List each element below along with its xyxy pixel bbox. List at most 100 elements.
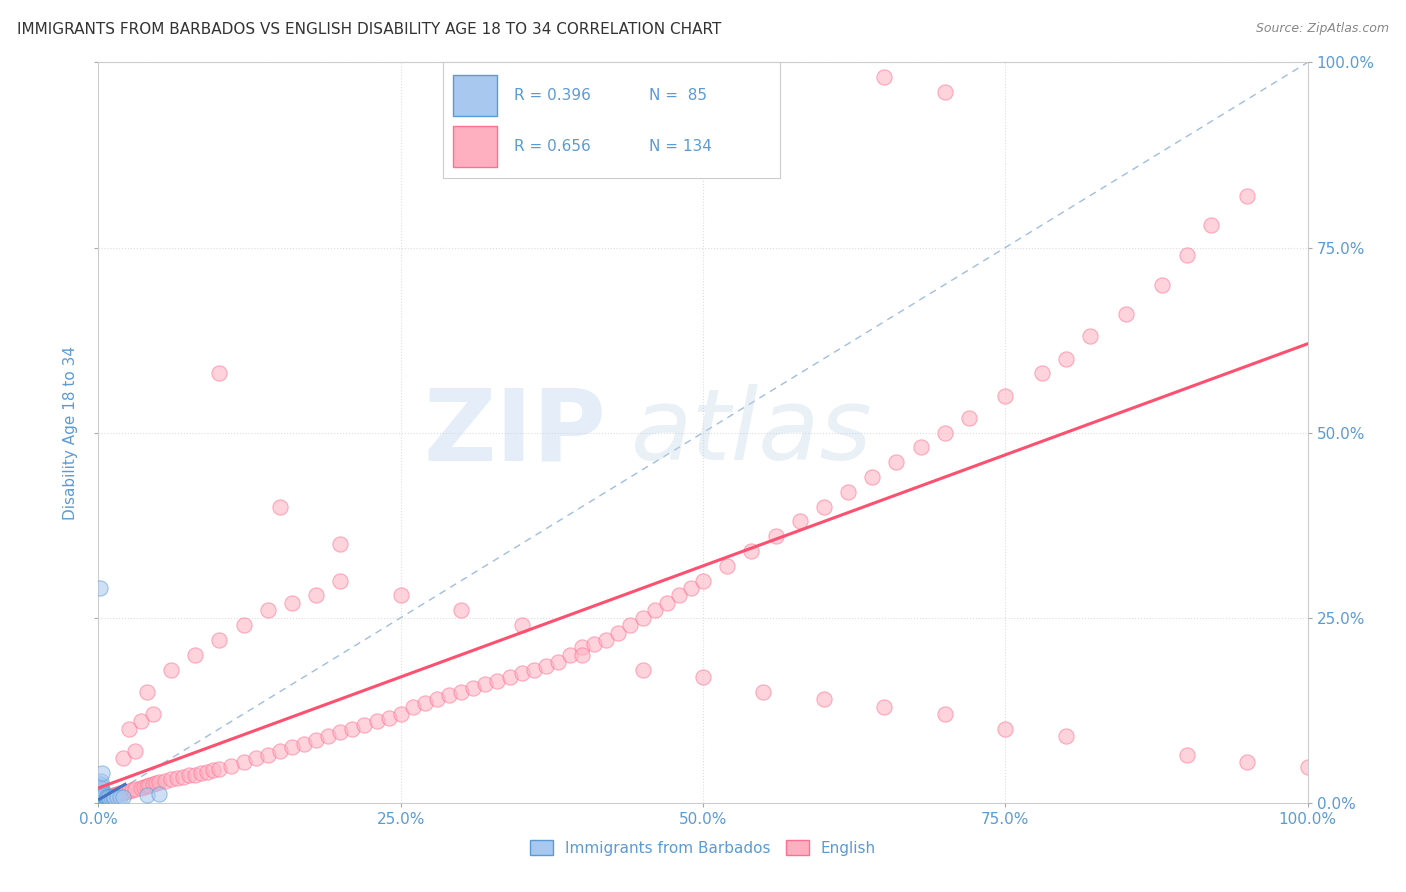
Point: [389, 589, 412, 603]
Point: [281, 596, 304, 610]
Point: [90, 778, 112, 792]
Point: [256, 603, 278, 617]
Point: [377, 711, 399, 725]
Y-axis label: Disability Age 18 to 34: Disability Age 18 to 34: [63, 345, 79, 520]
Point: [166, 771, 188, 785]
Point: [692, 574, 714, 588]
Legend: Immigrants from Barbados, English: Immigrants from Barbados, English: [524, 834, 882, 862]
Text: N = 134: N = 134: [648, 139, 711, 154]
Point: [107, 787, 129, 801]
Point: [124, 744, 146, 758]
Point: [256, 747, 278, 762]
Point: [91, 766, 114, 780]
Point: [135, 685, 157, 699]
Point: [450, 603, 472, 617]
Point: [571, 648, 593, 662]
Point: [142, 706, 165, 721]
Point: [148, 775, 170, 789]
Point: [91, 789, 114, 803]
Point: [316, 729, 339, 743]
Point: [329, 536, 352, 550]
Point: [873, 699, 896, 714]
Point: [413, 696, 436, 710]
Point: [789, 515, 811, 529]
Point: [172, 770, 194, 784]
Point: [934, 425, 956, 440]
Point: [91, 782, 114, 797]
Point: [631, 663, 654, 677]
Point: [873, 70, 896, 85]
Point: [353, 718, 375, 732]
Point: [91, 789, 114, 803]
Point: [179, 768, 201, 782]
Point: [813, 500, 835, 514]
Text: ZIP: ZIP: [423, 384, 606, 481]
Point: [89, 777, 111, 791]
Text: N =  85: N = 85: [648, 88, 707, 103]
Point: [668, 589, 690, 603]
Point: [486, 673, 509, 688]
Point: [221, 758, 243, 772]
Point: [89, 784, 111, 798]
Point: [957, 410, 980, 425]
Point: [90, 789, 112, 804]
Point: [90, 773, 112, 788]
Point: [269, 500, 291, 514]
Point: [305, 732, 328, 747]
Point: [329, 725, 352, 739]
Point: [135, 779, 157, 793]
Point: [752, 685, 775, 699]
Point: [1031, 367, 1053, 381]
Point: [463, 681, 485, 695]
Point: [160, 663, 183, 677]
Point: [96, 789, 118, 804]
Point: [655, 596, 678, 610]
Point: [523, 663, 546, 677]
Point: [571, 640, 593, 655]
Point: [111, 785, 134, 799]
Point: [184, 648, 207, 662]
Point: [679, 581, 702, 595]
Point: [101, 789, 124, 803]
Point: [90, 792, 112, 806]
Point: [121, 783, 143, 797]
Point: [138, 778, 160, 792]
Point: [105, 789, 128, 804]
Point: [89, 780, 111, 794]
Point: [607, 625, 630, 640]
Point: [208, 367, 231, 381]
Point: [89, 780, 111, 795]
Point: [118, 784, 141, 798]
Point: [93, 789, 115, 803]
Point: [97, 789, 120, 804]
Point: [93, 789, 115, 804]
Point: [202, 763, 225, 777]
Point: [94, 790, 117, 805]
Point: [450, 685, 472, 699]
Point: [631, 610, 654, 624]
Point: [93, 790, 115, 805]
Point: [305, 589, 328, 603]
Point: [1175, 248, 1198, 262]
Point: [269, 744, 291, 758]
Point: [1199, 219, 1222, 233]
Point: [91, 791, 114, 805]
Point: [89, 581, 111, 595]
Point: [1054, 729, 1077, 743]
Point: [510, 666, 533, 681]
Point: [101, 789, 124, 804]
Point: [89, 785, 111, 799]
Point: [195, 764, 218, 779]
Point: [245, 751, 267, 765]
Point: [534, 658, 557, 673]
Point: [124, 782, 146, 797]
Point: [91, 786, 114, 800]
Point: [90, 789, 112, 803]
Point: [89, 782, 111, 797]
Point: [1296, 760, 1319, 774]
Text: R = 0.396: R = 0.396: [513, 88, 591, 103]
Point: [644, 603, 666, 617]
Point: [89, 787, 111, 801]
Point: [129, 714, 152, 729]
Point: [994, 722, 1017, 736]
